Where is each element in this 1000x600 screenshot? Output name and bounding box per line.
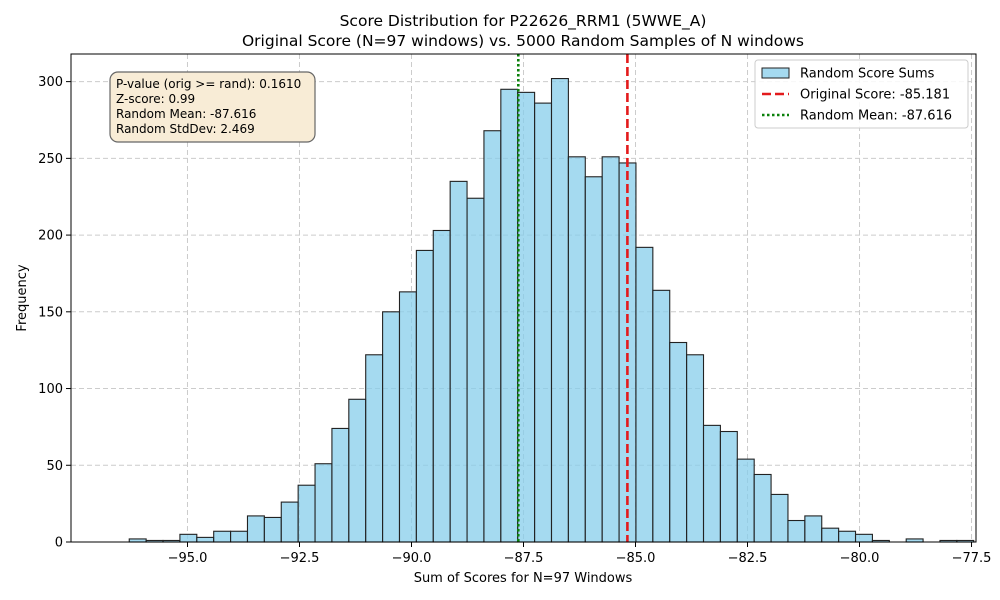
x-tick-label: −85.0 [616, 551, 656, 566]
histogram-bar [669, 341, 688, 543]
y-tick-label: 300 [38, 75, 63, 90]
y-tick-label: 50 [46, 459, 63, 474]
x-tick-label: −82.5 [728, 551, 768, 566]
histogram-bar [213, 530, 232, 543]
histogram-bar [466, 197, 485, 543]
legend: Random Score Sums Original Score: -85.181… [754, 59, 969, 129]
x-axis-ticks: −95.0 −92.5 −90.0 −87.5 −85.0 −82.5 −80.0 −77.5 [168, 542, 992, 566]
x-tick-label: −77.5 [952, 551, 992, 566]
histogram-bar [854, 533, 873, 543]
histogram-bar [365, 354, 384, 543]
y-tick-label: 150 [38, 305, 63, 320]
histogram-bar [770, 493, 789, 543]
chart-subtitle: Original Score (N=97 windows) vs. 5000 R… [242, 32, 804, 50]
legend-label-mean: Random Mean: -87.616 [800, 109, 952, 124]
histogram-bar [263, 516, 282, 543]
histogram-bar [719, 430, 738, 543]
legend-frame [754, 59, 969, 129]
y-tick-label: 200 [38, 229, 63, 244]
legend-swatch-histogram [761, 67, 790, 79]
stats-line: P-value (orig >= rand): 0.1610 [116, 77, 301, 91]
y-tick-label: 0 [55, 536, 63, 551]
histogram-bar [821, 527, 840, 543]
histogram-bar [280, 501, 299, 543]
legend-label-histogram: Random Score Sums [800, 67, 935, 82]
histogram-bar [314, 463, 333, 543]
histogram-bar [702, 424, 721, 543]
chart-title: Score Distribution for P22626_RRM1 (5WWE… [340, 12, 707, 31]
histogram-bar [753, 473, 772, 543]
histogram-bar [432, 229, 451, 543]
histogram-bar [483, 130, 502, 543]
histogram-bar [297, 484, 316, 543]
histogram-bar [449, 180, 468, 543]
histogram-bar [736, 458, 755, 543]
histogram-bar [804, 515, 823, 543]
y-axis-label: Frequency [15, 264, 30, 331]
reference-lines [517, 54, 629, 542]
histogram-bar [652, 289, 671, 543]
stats-line: Z-score: 0.99 [116, 92, 195, 106]
histogram-bar [635, 246, 654, 543]
x-tick-label: −92.5 [280, 551, 320, 566]
histogram-bar [517, 91, 536, 543]
histogram-bar [500, 88, 519, 543]
histogram-bar [584, 176, 603, 543]
x-tick-label: −80.0 [840, 551, 880, 566]
histogram-bar [196, 536, 215, 543]
histogram-bar [246, 515, 265, 543]
histogram-bar [382, 311, 401, 543]
histogram-bar [838, 530, 857, 543]
y-tick-label: 100 [38, 382, 63, 397]
x-tick-label: −95.0 [168, 551, 208, 566]
y-axis-ticks: 0 50 100 150 200 250 300 [38, 75, 71, 551]
histogram-bar [686, 354, 705, 543]
x-axis-label: Sum of Scores for N=97 Windows [414, 571, 633, 586]
stats-box-background [109, 71, 316, 143]
x-tick-label: −87.5 [504, 551, 544, 566]
stats-line: Random StdDev: 2.469 [116, 122, 255, 136]
histogram-bar [331, 427, 350, 543]
histogram-bar [230, 530, 249, 543]
x-tick-label: −90.0 [392, 551, 432, 566]
histogram-bar [398, 291, 417, 543]
histogram-bar [348, 398, 367, 543]
y-tick-label: 250 [38, 152, 63, 167]
histogram-bar [601, 156, 620, 543]
stats-line: Random Mean: -87.616 [116, 107, 256, 121]
histogram-bar [179, 533, 198, 543]
histogram-bar [534, 102, 553, 543]
histogram-bar [550, 78, 569, 543]
histogram-bars [128, 78, 975, 543]
legend-label-original: Original Score: -85.181 [800, 88, 950, 103]
histogram-bar [787, 519, 806, 543]
histogram-bar [415, 249, 434, 543]
histogram-bar [567, 156, 586, 543]
